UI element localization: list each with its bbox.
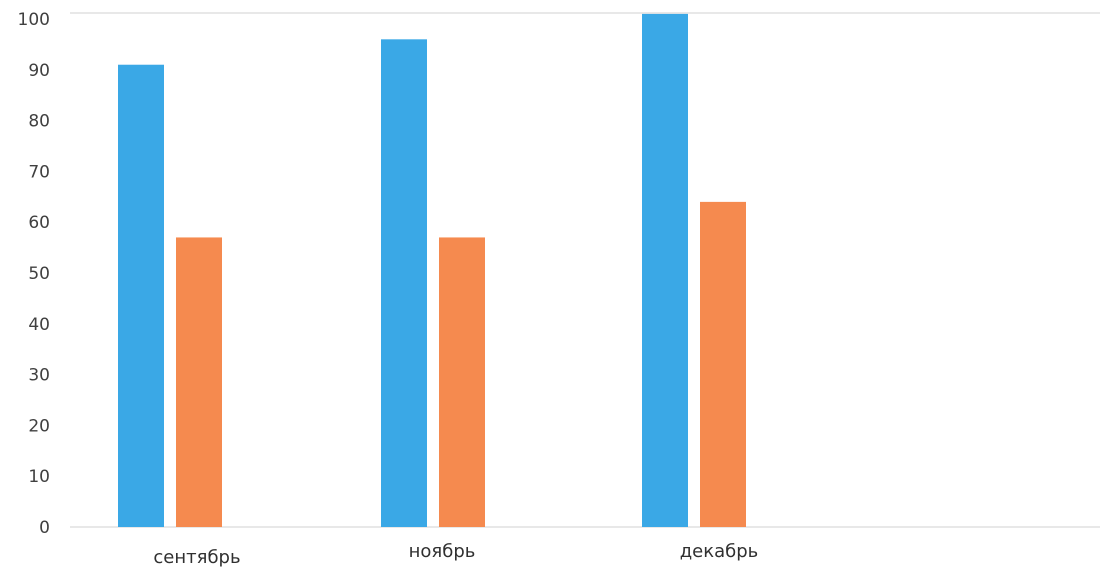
y-tick-label-7: 70 xyxy=(28,162,50,182)
y-axis: 0 10 20 30 40 50 60 70 80 90 100 xyxy=(18,10,50,538)
bar-series xyxy=(118,13,746,528)
bar-series2-2 xyxy=(700,201,746,527)
bar-series1-0 xyxy=(118,64,164,527)
x-category-label-1: ноябрь xyxy=(409,541,476,562)
plot-area xyxy=(70,12,1100,528)
x-category-label-2: декабрь xyxy=(680,541,759,562)
y-tick-label-3: 30 xyxy=(28,366,50,386)
y-tick-label-1: 10 xyxy=(28,467,50,487)
y-tick-label-2: 20 xyxy=(28,416,50,436)
y-tick-label-8: 80 xyxy=(28,112,50,132)
bar-series1-2 xyxy=(642,13,688,528)
bar-series2-1 xyxy=(439,237,485,527)
y-tick-label-0: 0 xyxy=(39,518,50,538)
x-axis: сентябрь ноябрь декабрь xyxy=(153,541,758,568)
y-tick-label-6: 60 xyxy=(28,213,50,233)
y-tick-label-9: 90 xyxy=(28,61,50,81)
y-tick-label-4: 40 xyxy=(28,315,50,335)
bar-series2-0 xyxy=(176,237,222,527)
y-tick-label-10: 100 xyxy=(18,10,50,30)
y-tick-label-5: 50 xyxy=(28,264,50,284)
bar-series1-1 xyxy=(381,39,427,527)
x-category-label-0: сентябрь xyxy=(153,547,240,568)
